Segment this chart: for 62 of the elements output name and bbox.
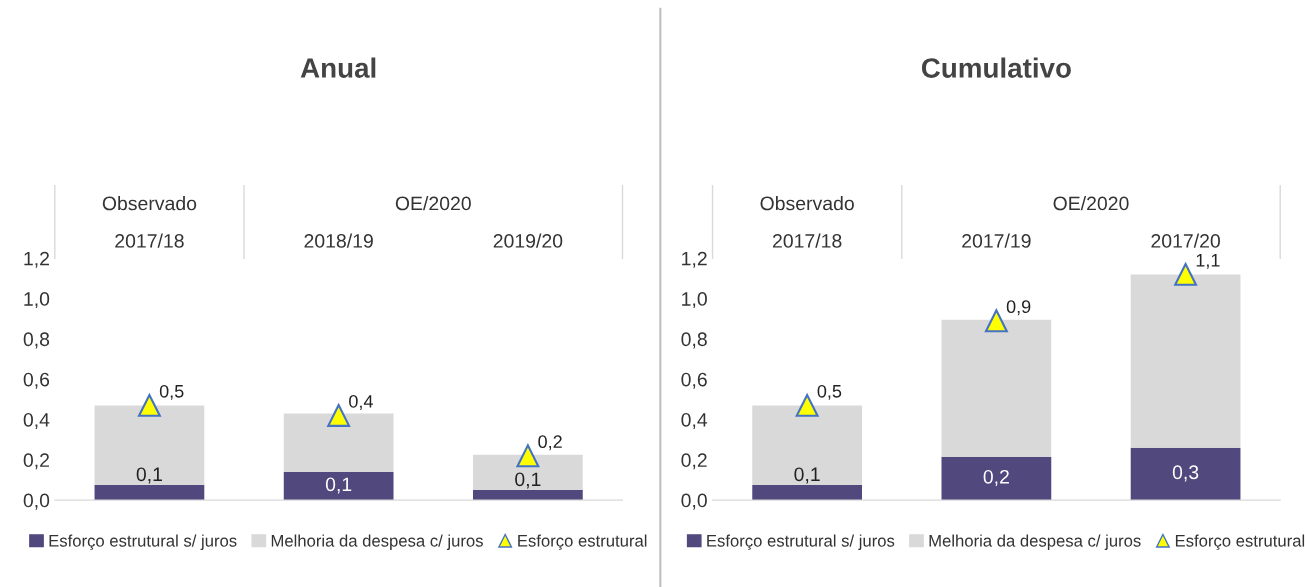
legend-label: Melhoria da despesa c/ juros	[929, 534, 1141, 551]
bar	[941, 319, 1052, 457]
y-tick-label: 1,0	[682, 292, 707, 309]
text: Observado	[102, 196, 197, 211]
y-tick-label: 1,0	[24, 292, 50, 309]
text: OE/2020	[1053, 196, 1129, 211]
y-tick-label: 0,4	[23, 412, 50, 430]
bar	[283, 413, 394, 472]
text: OE/2020	[395, 196, 471, 211]
data-label: 0,3	[1172, 465, 1199, 482]
bar	[94, 485, 205, 501]
y-tick-label: 0,8	[23, 332, 50, 349]
category-label: 2017/18	[772, 233, 842, 248]
data-label: 0,1	[136, 467, 162, 484]
text: Observado	[760, 196, 854, 211]
bar	[941, 456, 1052, 501]
chart-title: Cumulativo	[921, 57, 1071, 78]
data-label: 0,1	[515, 472, 541, 489]
y-tick-label: 0,2	[23, 453, 49, 470]
data-label: 0,5	[159, 384, 184, 400]
category-label: 2017/19	[962, 233, 1031, 248]
y-tick-label: 0,6	[681, 372, 707, 389]
legend-label: Melhoria da despesa c/ juros	[271, 534, 483, 551]
bar	[1130, 274, 1241, 448]
chart-title: Anual	[300, 57, 376, 78]
y-tick-label: 0,0	[681, 493, 707, 510]
category-label: 2019/20	[493, 233, 563, 248]
category-label: 2017/20	[1151, 233, 1220, 248]
point	[984, 309, 1008, 333]
y-tick-label: 0,6	[23, 372, 50, 389]
y-tick-label: 0,8	[681, 332, 707, 349]
data-label: 0,1	[325, 477, 352, 494]
y-tick-label: 1,2	[682, 251, 707, 268]
point	[516, 444, 540, 468]
data-label: 0,5	[817, 384, 842, 400]
bar	[283, 471, 394, 501]
data-label: 0,9	[1006, 300, 1031, 316]
y-tick-label: 0,0	[23, 493, 50, 510]
bar	[94, 405, 205, 486]
data-label: 0,2	[538, 435, 562, 451]
bar	[473, 454, 583, 491]
bar	[752, 485, 863, 501]
bar	[752, 405, 863, 486]
bar	[1130, 447, 1241, 501]
y-tick-label: 0,4	[681, 412, 708, 430]
data-label: 0,2	[983, 469, 1009, 486]
point	[1174, 262, 1198, 286]
category-label: 2018/19	[304, 233, 373, 248]
point	[795, 393, 819, 417]
legend-label: Esforço estrutural s/ juros	[49, 534, 237, 551]
point	[137, 393, 161, 417]
data-label: 0,1	[794, 467, 820, 484]
data-label: 0,4	[349, 394, 373, 410]
bar	[473, 490, 583, 501]
y-tick-label: 1,2	[24, 251, 49, 268]
data-label: 1,1	[1196, 254, 1220, 269]
category-label: 2017/18	[115, 233, 184, 248]
legend-label: Esforço estrutural	[1175, 534, 1305, 551]
y-tick-label: 0,2	[681, 453, 707, 470]
legend-label: Esforço estrutural s/ juros	[707, 534, 895, 551]
legend-label: Esforço estrutural	[518, 534, 647, 551]
point	[327, 404, 351, 427]
